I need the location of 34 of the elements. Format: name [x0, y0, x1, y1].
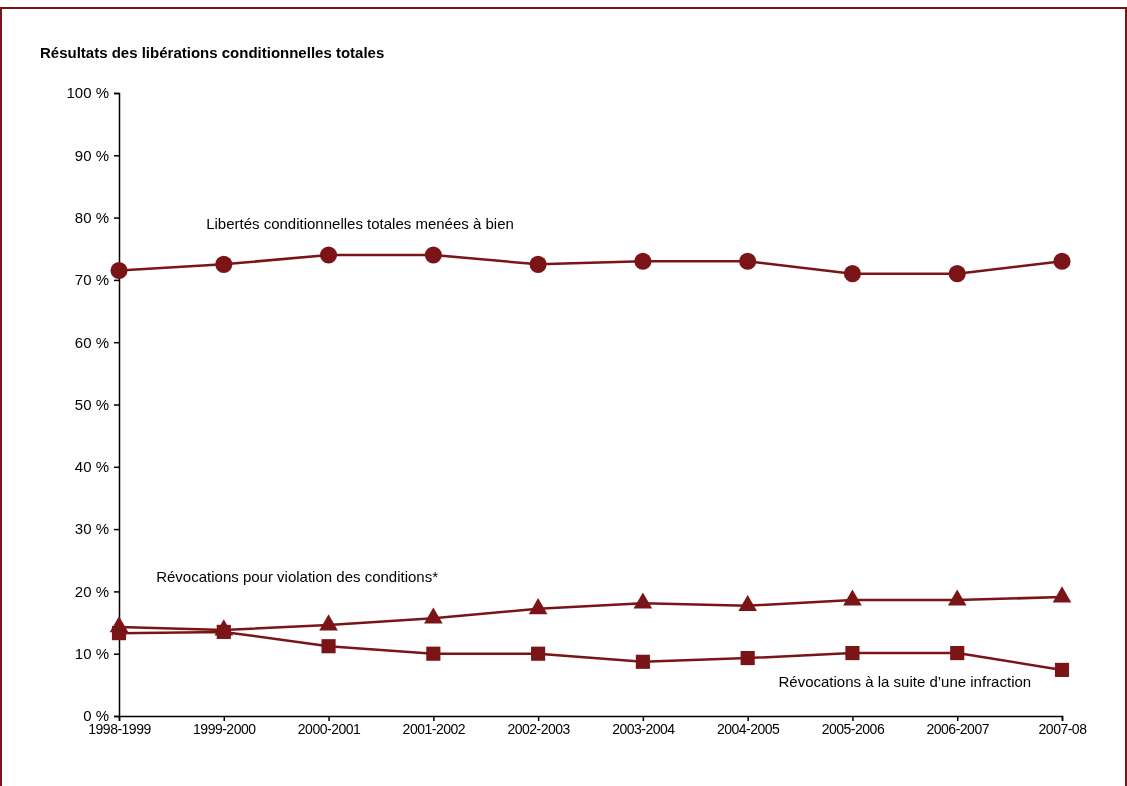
series-label: Révocations à la suite d’une infraction: [778, 673, 1032, 691]
point: [843, 265, 861, 283]
point: [320, 246, 338, 264]
y-tick-label: 50 %: [74, 395, 109, 413]
y-tick-label: 70 %: [74, 271, 109, 289]
point: [110, 262, 128, 280]
y-tick-label: 20 %: [74, 582, 109, 600]
point: [1054, 662, 1070, 677]
x-tick-label: 2003-2004: [612, 720, 676, 737]
y-tick-label: 30 %: [74, 520, 109, 538]
point: [948, 265, 966, 283]
point: [215, 255, 233, 273]
point: [424, 246, 442, 264]
chart-title: Résultats des libérations conditionnelles totales: [40, 44, 385, 61]
x-tick-label: 2006-2007: [926, 720, 990, 737]
point: [529, 255, 547, 273]
series-label: Révocations pour violation des conditions*: [156, 567, 439, 585]
point: [1053, 252, 1071, 270]
x-tick-label: 2004-2005: [716, 720, 781, 737]
point: [739, 252, 757, 270]
x-tick-label: 2000-2001: [297, 720, 361, 737]
series-label: Libertés conditionnelles totales menées à bien: [206, 214, 514, 232]
x-tick-label: 2005-2006: [821, 720, 885, 737]
x-tick-label: 1999-2000: [193, 720, 257, 737]
x-tick-label: 2001-2002: [402, 720, 466, 737]
y-tick-label: 40 %: [74, 458, 109, 476]
y-tick-label: 60 %: [74, 333, 109, 351]
x-tick-label: 2002-2003: [507, 720, 571, 737]
y-tick-label: 100 %: [66, 84, 109, 102]
y-tick-label: 10 %: [74, 645, 109, 662]
y-tick-label: 80 %: [74, 208, 109, 226]
point: [634, 252, 652, 270]
y-tick-label: 90 %: [74, 146, 109, 164]
x-tick-label: 2007-08: [1038, 720, 1088, 737]
